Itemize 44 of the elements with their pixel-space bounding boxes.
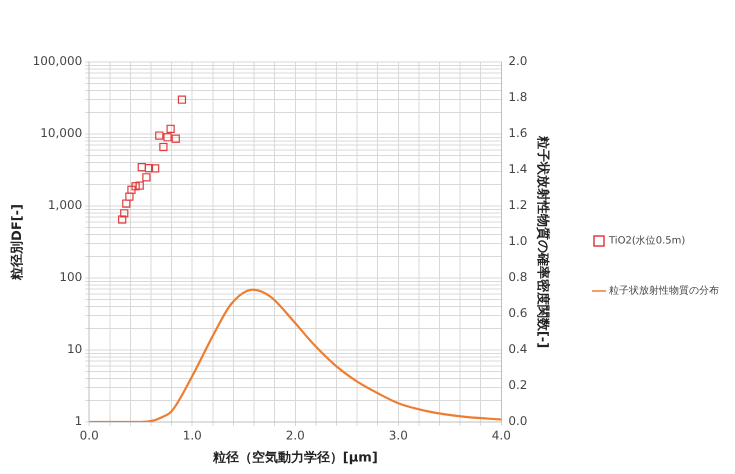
point (131, 182, 140, 190)
y2-axis-title: 粒子状放射性物質の確率密度関数[-] (534, 134, 551, 348)
point (159, 142, 168, 152)
y2-tick-label: 0.6 (508, 306, 528, 320)
y2-tick-label: 1.8 (508, 90, 528, 104)
y2-tick-label: 1.0 (508, 234, 528, 248)
x-tick-label: 4.0 (492, 428, 511, 442)
y2-tick-label: 1.6 (508, 126, 528, 140)
point (151, 164, 160, 173)
y2-tick-label: 2.0 (508, 54, 528, 68)
y-tick-label: 1,000 (48, 198, 82, 212)
y2-tick-label: 1.4 (508, 162, 528, 176)
point (127, 186, 136, 194)
point (136, 181, 144, 190)
x-tick-label: 0.0 (80, 428, 99, 442)
legend-label: TiO2(水位0.5m) (608, 234, 686, 247)
legend-label: 粒子状放射性物質の分布 (609, 284, 719, 297)
y2-tick-label: 0.2 (508, 378, 528, 392)
x-tick-label: 2.0 (286, 428, 305, 442)
x-axis-title: 粒径（空気動力学径）[μm] (212, 450, 378, 466)
x-tick-label: 1.0 (182, 428, 202, 442)
point (144, 164, 154, 172)
y2-tick-label: 0.4 (508, 342, 528, 356)
point (125, 192, 134, 201)
y-axis-title: 粒径別DF[-] (10, 204, 26, 281)
y-tick-label: 10 (66, 342, 82, 356)
x-tick-label: 3.0 (388, 428, 408, 442)
point (178, 96, 186, 104)
point (118, 215, 126, 224)
y-tick-label: 1 (74, 414, 82, 428)
point (163, 133, 172, 142)
y-tick-label: 100,000 (32, 54, 82, 68)
y2-tick-label: 1.2 (508, 198, 528, 212)
point (155, 131, 164, 140)
point (142, 173, 151, 182)
point (166, 124, 175, 133)
point (120, 209, 128, 218)
y2-tick-label: 0.0 (508, 414, 528, 428)
y-tick-label: 100 (59, 270, 82, 284)
y2-tick-label: 0.8 (508, 270, 528, 284)
y-tick-label: 10,000 (40, 126, 82, 140)
point (138, 163, 146, 172)
point (172, 134, 180, 143)
point (122, 199, 130, 208)
